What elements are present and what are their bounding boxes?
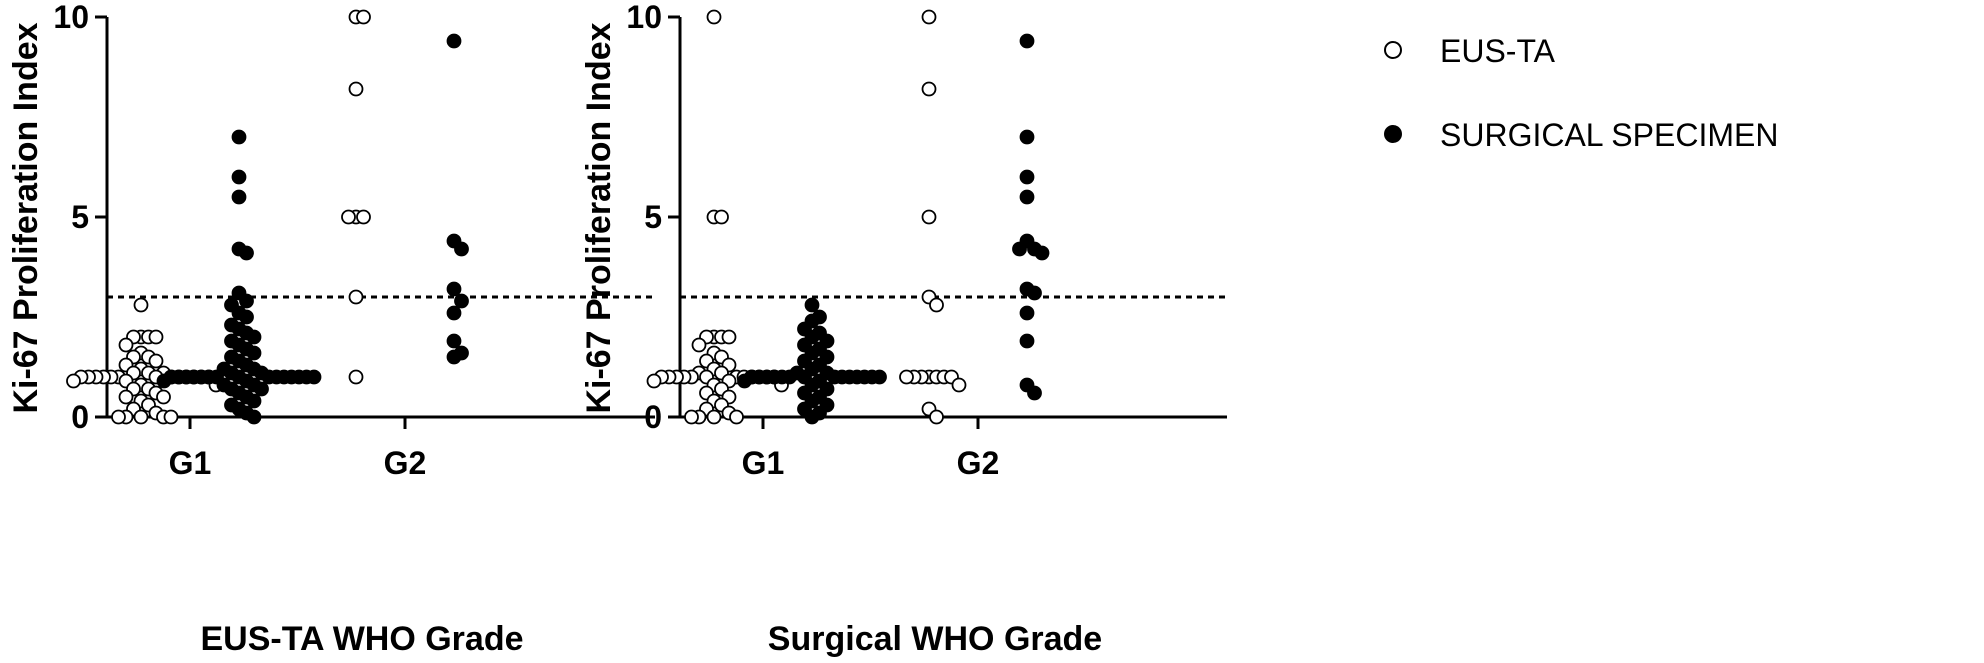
eus-ta-point xyxy=(929,409,944,425)
eus-ta-point xyxy=(133,409,149,425)
eus-ta-point xyxy=(156,389,171,405)
surgical-specimen-point xyxy=(454,293,469,309)
eus-ta-point xyxy=(951,377,967,393)
surgical-specimen-point xyxy=(231,129,247,145)
eus-ta-point xyxy=(133,297,149,313)
surgical-specimen-point xyxy=(231,169,247,185)
surgical-specimen-point xyxy=(239,293,254,309)
eus-ta-point xyxy=(921,209,937,225)
legend-marker-filled-circle xyxy=(1384,125,1402,143)
eus-ta-point xyxy=(921,9,937,25)
panel-surgical-grade: Ki-67 Proliferation Index Surgical WHO G… xyxy=(580,0,1227,658)
eus-ta-point xyxy=(348,369,364,385)
y-axis-title: Ki-67 Proliferation Index xyxy=(580,22,618,413)
legend: EUS-TA SURGICAL SPECIMEN xyxy=(1384,33,1778,153)
surgical-specimen-point xyxy=(454,241,469,257)
surgical-specimen-point xyxy=(246,345,262,361)
legend-item-eus-ta: EUS-TA xyxy=(1384,33,1556,69)
surgical-specimen-point xyxy=(1019,33,1035,49)
x-axis-title: Surgical WHO Grade xyxy=(768,620,1102,658)
y-tick-label: 10 xyxy=(626,0,662,35)
legend-item-surgical-specimen: SURGICAL SPECIMEN xyxy=(1384,117,1778,153)
surgical-specimen-point xyxy=(872,369,887,385)
surgical-specimen-point xyxy=(306,369,322,385)
surgical-specimen-point xyxy=(1019,189,1035,205)
eus-ta-point xyxy=(148,329,164,345)
surgical-specimen-point xyxy=(156,373,172,389)
x-axis-title: EUS-TA WHO Grade xyxy=(200,620,523,658)
eus-ta-point xyxy=(148,353,164,369)
eus-ta-point xyxy=(706,9,722,25)
eus-ta-point xyxy=(66,373,81,389)
eus-ta-point xyxy=(118,337,134,353)
surgical-specimen-point xyxy=(446,281,462,297)
eus-ta-point xyxy=(646,373,662,389)
x-tick-label: G1 xyxy=(169,445,212,481)
eus-ta-point xyxy=(356,209,371,225)
eus-ta-point xyxy=(111,409,126,425)
surgical-specimen-point xyxy=(804,409,820,425)
x-tick-label: G2 xyxy=(384,445,427,481)
surgical-specimen-point xyxy=(804,297,820,313)
eus-ta-point xyxy=(899,369,914,385)
surgical-specimen-point xyxy=(446,333,462,349)
legend-label: EUS-TA xyxy=(1440,33,1556,69)
x-tick-label: G1 xyxy=(742,445,785,481)
surgical-specimen-point xyxy=(1019,305,1035,321)
surgical-specimen-point xyxy=(254,381,269,397)
surgical-specimen-point xyxy=(446,349,462,365)
y-tick-label: 10 xyxy=(53,0,89,35)
eus-ta-point xyxy=(356,9,371,25)
eus-ta-point xyxy=(163,409,179,425)
y-axis-title: Ki-67 Proliferation Index xyxy=(7,22,45,413)
eus-ta-point xyxy=(691,337,707,353)
surgical-specimen-point xyxy=(246,393,262,409)
eus-ta-point xyxy=(348,81,364,97)
surgical-specimen-point xyxy=(239,309,254,325)
eus-ta-point xyxy=(118,389,134,405)
surgical-specimen-point xyxy=(1027,285,1042,301)
panel-eus-ta-grade: Ki-67 Proliferation Index EUS-TA WHO Gra… xyxy=(7,0,655,658)
surgical-specimen-point xyxy=(246,329,262,345)
surgical-specimen-point xyxy=(1027,385,1042,401)
surgical-specimen-point xyxy=(239,245,254,261)
y-tick-label: 0 xyxy=(644,399,662,435)
eus-ta-point xyxy=(714,209,729,225)
surgical-specimen-point xyxy=(246,409,262,425)
surgical-specimen-point xyxy=(1019,129,1035,145)
surgical-specimen-point xyxy=(1034,245,1050,261)
y-tick-label: 0 xyxy=(71,399,89,435)
surgical-specimen-point xyxy=(737,373,752,389)
eus-ta-point xyxy=(706,409,722,425)
legend-label: SURGICAL SPECIMEN xyxy=(1440,117,1778,153)
surgical-specimen-point xyxy=(446,305,462,321)
eus-ta-point xyxy=(684,409,699,425)
surgical-specimen-point xyxy=(1019,333,1035,349)
eus-ta-point xyxy=(348,289,364,305)
surgical-specimen-point xyxy=(231,189,247,205)
surgical-specimen-point xyxy=(446,33,462,49)
y-tick-label: 5 xyxy=(644,199,662,235)
eus-ta-point xyxy=(721,329,737,345)
surgical-specimen-point xyxy=(1012,241,1027,257)
eus-ta-point xyxy=(929,297,944,313)
eus-ta-point xyxy=(921,81,937,97)
surgical-specimen-point xyxy=(1019,169,1035,185)
eus-ta-point xyxy=(729,409,744,425)
x-tick-label: G2 xyxy=(957,445,1000,481)
eus-ta-point xyxy=(341,209,356,225)
legend-marker-open-circle xyxy=(1384,41,1402,59)
y-tick-label: 5 xyxy=(71,199,89,235)
